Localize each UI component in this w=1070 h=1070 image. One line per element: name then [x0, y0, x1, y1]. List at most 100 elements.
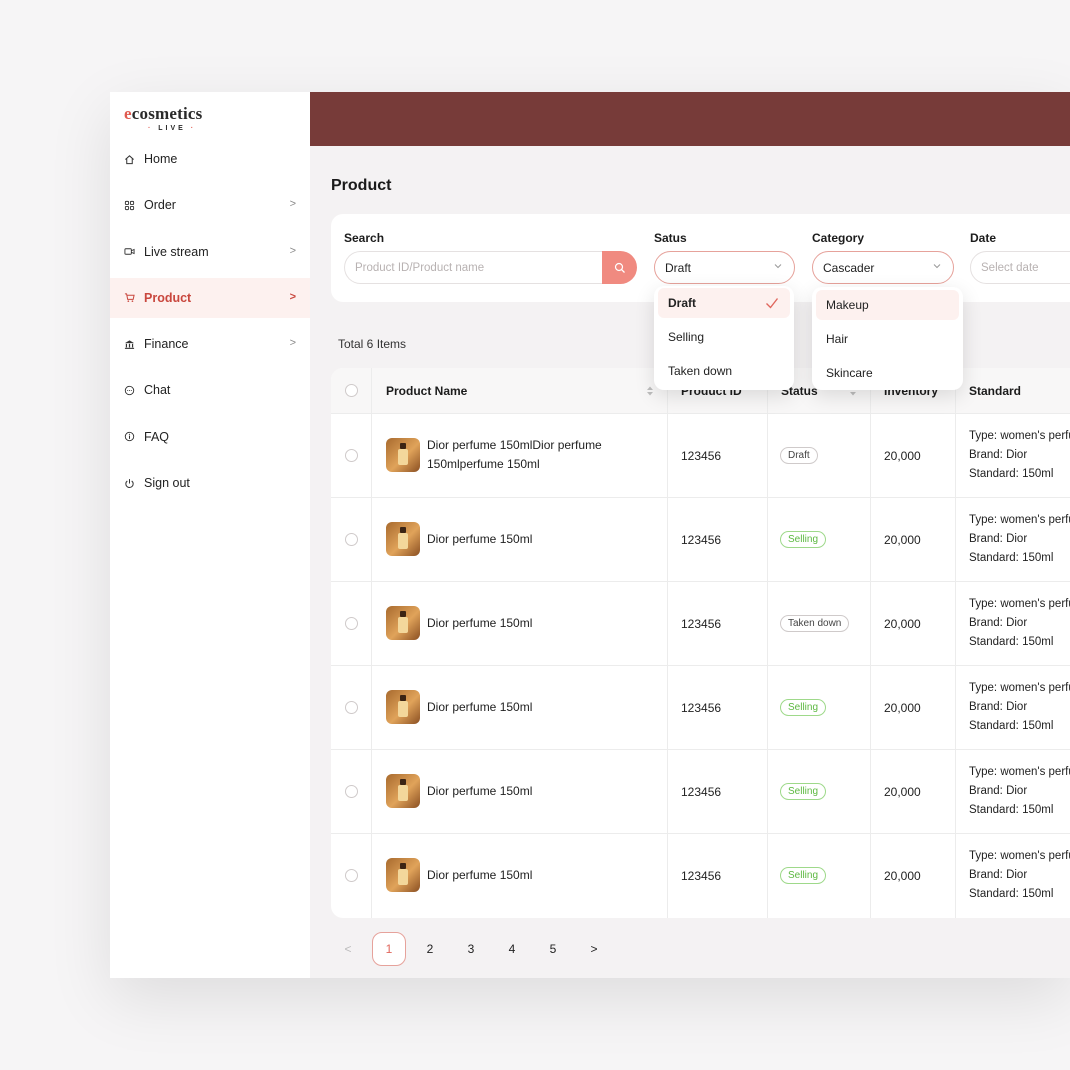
category-select-value: Cascader	[823, 260, 875, 275]
prev-page-button[interactable]: <	[344, 942, 352, 956]
column-header-standard[interactable]: Standard	[969, 383, 1022, 398]
sidebar-item-sign-out[interactable]: Sign out	[110, 463, 310, 503]
table-row[interactable]: Dior perfume 150ml 123456 Taken down 20,…	[331, 581, 1070, 665]
date-picker[interactable]: Select date	[970, 251, 1070, 284]
status-badge: Selling	[780, 531, 827, 548]
category-option-hair[interactable]: Hair	[826, 332, 849, 346]
chevron-down-icon	[774, 264, 782, 269]
product-id: 123456	[681, 449, 722, 463]
sidebar-item-label: Finance	[144, 337, 189, 352]
page-button-4[interactable]: 4	[508, 942, 516, 956]
inventory: 20,000	[884, 449, 921, 463]
product-name[interactable]: Dior perfume 150ml	[427, 700, 533, 714]
status-badge: Draft	[780, 447, 818, 464]
search-label: Search	[344, 231, 385, 245]
total-count: Total 6 Items	[338, 337, 407, 351]
category-select[interactable]: Cascader	[812, 251, 954, 284]
sidebar-item-faq[interactable]: FAQ	[110, 417, 310, 457]
search-button[interactable]	[602, 251, 637, 284]
sort-icon[interactable]	[646, 385, 654, 397]
sidebar-item-label: Sign out	[144, 476, 190, 491]
category-option-skincare[interactable]: Skincare	[826, 366, 873, 380]
product-id: 123456	[681, 869, 722, 883]
inventory: 20,000	[884, 785, 921, 799]
product-id: 123456	[681, 701, 722, 715]
product-name[interactable]: Dior perfume 150ml	[427, 616, 533, 630]
table-row[interactable]: Dior perfume 150mlDior perfume 150mlperfu…	[331, 413, 1070, 497]
status-label: Satus	[654, 231, 687, 245]
product-id: 123456	[681, 617, 722, 631]
inventory: 20,000	[884, 617, 921, 631]
standard: Type: women's perfumeBrand: DiorStandard…	[969, 598, 1070, 648]
standard: Type: women's perfumeBrand: DiorStandard…	[969, 850, 1070, 900]
product-name[interactable]: Dior perfume 150ml	[427, 784, 533, 798]
chevron-right-icon: >	[289, 198, 296, 211]
date-label: Date	[970, 231, 997, 245]
next-page-button[interactable]: >	[590, 942, 598, 956]
page-title: Product	[331, 177, 392, 194]
table-row[interactable]: Dior perfume 150ml 123456 Selling 20,000…	[331, 749, 1070, 833]
filter-icon[interactable]	[849, 385, 857, 397]
row-checkbox[interactable]	[345, 617, 358, 630]
table-row[interactable]: Dior perfume 150ml 123456 Selling 20,000…	[331, 497, 1070, 581]
standard: Type: women's perfumeBrand: DiorStandard…	[969, 514, 1070, 564]
standard: Type: women's perfumeBrand: DiorStandard…	[969, 682, 1070, 732]
select-all-checkbox[interactable]	[345, 384, 358, 397]
sidebar-item-finance[interactable]: Finance >	[110, 324, 310, 364]
logo-mark-icon: e	[124, 104, 132, 123]
sidebar-item-product[interactable]: Product >	[110, 277, 310, 318]
product-name[interactable]: Dior perfume 150ml	[427, 868, 533, 882]
status-option-selling[interactable]: Selling	[668, 330, 705, 344]
logo-text: cosmetics	[131, 104, 203, 123]
sidebar-item-label: Home	[144, 152, 178, 166]
check-icon	[766, 298, 779, 309]
logo[interactable]: ecosmetics · LIVE ·	[124, 104, 203, 132]
sidebar-item-label: Chat	[144, 383, 171, 398]
search-icon	[614, 262, 625, 273]
product-name[interactable]: Dior perfume 150ml	[427, 532, 533, 546]
row-checkbox[interactable]	[345, 533, 358, 546]
table-row[interactable]: Dior perfume 150ml 123456 Selling 20,000…	[331, 833, 1070, 917]
status-option-taken-down[interactable]: Taken down	[668, 364, 733, 378]
product-thumbnail	[386, 690, 420, 724]
search-input[interactable]: Product ID/Product name	[344, 251, 604, 284]
standard: Type: women's perfumeBrand: DiorStandard…	[969, 430, 1070, 480]
page-button-2[interactable]: 2	[426, 942, 434, 956]
row-checkbox[interactable]	[345, 869, 358, 882]
status-select[interactable]: Draft	[654, 251, 795, 284]
standard: Type: women's perfumeBrand: DiorStandard…	[969, 766, 1070, 816]
status-badge: Selling	[780, 783, 827, 800]
table-row[interactable]: Dior perfume 150ml 123456 Selling 20,000…	[331, 665, 1070, 749]
page-button-5[interactable]: 5	[549, 942, 557, 956]
sidebar: ecosmetics · LIVE · Home Order > Live st…	[110, 92, 310, 978]
row-checkbox[interactable]	[345, 701, 358, 714]
product-name[interactable]: Dior perfume 150mlDior perfume 150mlperfu…	[427, 438, 602, 471]
inventory: 20,000	[884, 701, 921, 715]
page-button-1[interactable]: 1	[372, 932, 406, 966]
product-id: 123456	[681, 785, 722, 799]
inventory: 20,000	[884, 533, 921, 547]
chevron-down-icon	[933, 264, 941, 269]
column-header-product-name[interactable]: Product Name	[386, 383, 468, 398]
product-thumbnail	[386, 438, 420, 472]
chevron-right-icon: >	[289, 337, 296, 350]
status-option-draft[interactable]: Draft	[658, 288, 790, 318]
sidebar-item-home[interactable]: Home	[110, 139, 310, 179]
video-icon	[123, 246, 135, 258]
category-label: Category	[812, 231, 865, 245]
top-bar	[310, 92, 1070, 146]
home-icon	[123, 153, 135, 165]
info-icon	[123, 431, 135, 443]
row-checkbox[interactable]	[345, 449, 358, 462]
category-option-makeup[interactable]: Makeup	[816, 290, 959, 320]
sidebar-item-chat[interactable]: Chat	[110, 370, 310, 410]
bank-icon	[123, 338, 135, 350]
page-button-3[interactable]: 3	[467, 942, 475, 956]
sidebar-item-live-stream[interactable]: Live stream >	[110, 232, 310, 272]
sidebar-item-order[interactable]: Order >	[110, 185, 310, 225]
product-thumbnail	[386, 858, 420, 892]
product-thumbnail	[386, 774, 420, 808]
inventory: 20,000	[884, 869, 921, 883]
row-checkbox[interactable]	[345, 785, 358, 798]
search-placeholder: Product ID/Product name	[355, 261, 485, 274]
